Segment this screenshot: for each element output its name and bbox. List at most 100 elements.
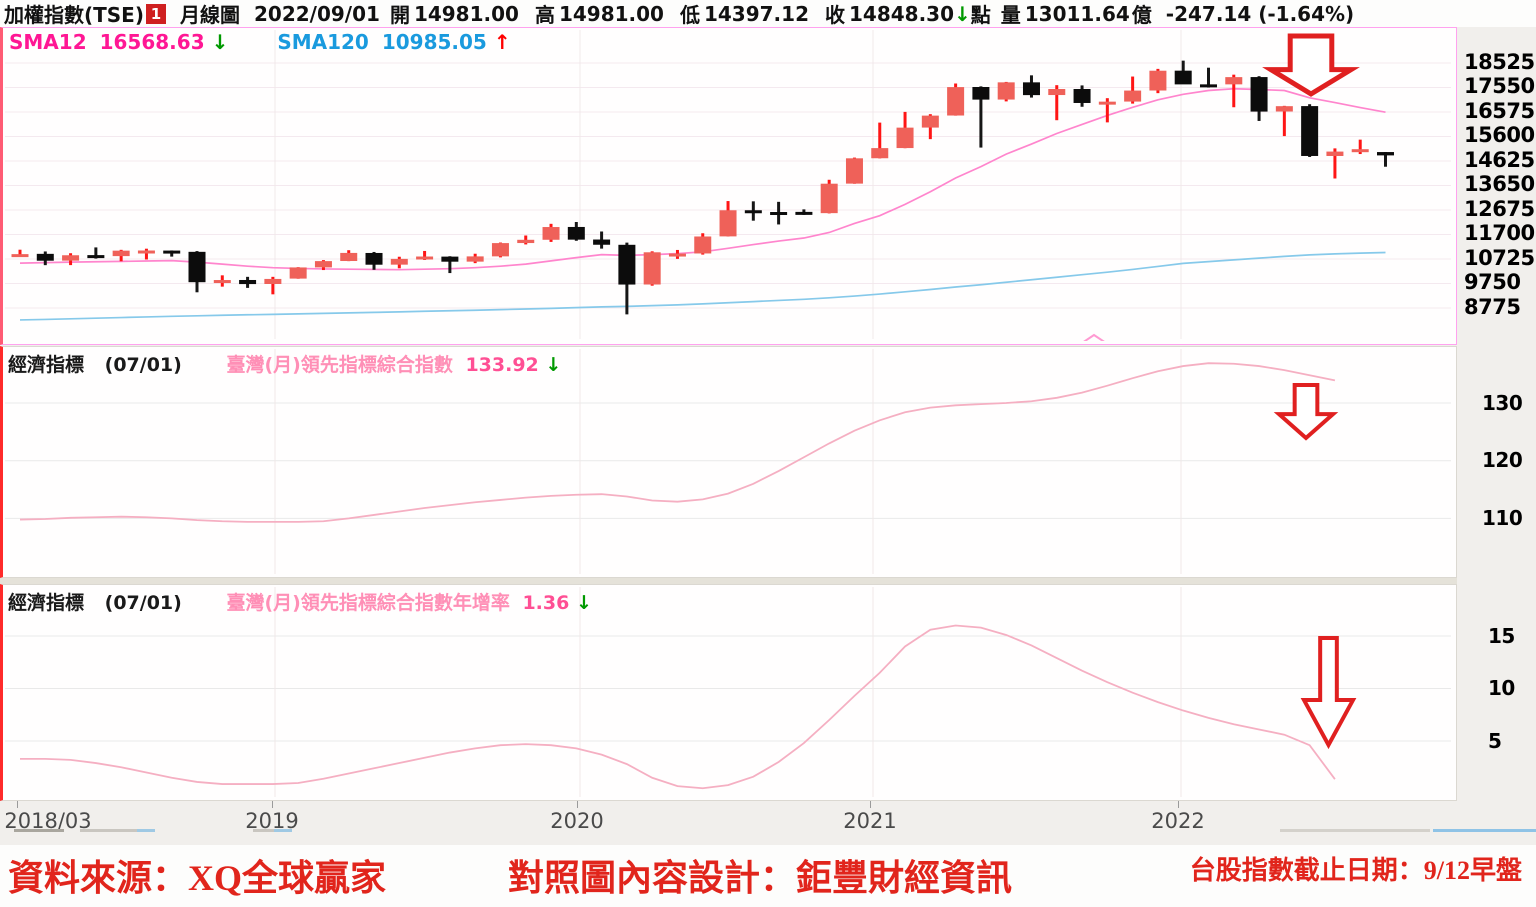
candle-2020/08 — [744, 201, 762, 221]
econ-title[interactable]: 經濟指標 — [8, 592, 85, 614]
axis-tick-label: 110 — [1482, 506, 1523, 530]
econ1-down-arrow-icon: ↓ — [545, 354, 562, 376]
panel-separator — [0, 578, 1457, 584]
data-source-credit: 資料來源：XQ全球贏家 — [8, 858, 387, 898]
candle-2019/03 — [314, 260, 332, 271]
candle-2018/03 — [11, 249, 29, 258]
yoy-growth-panel[interactable]: 經濟指標 (07/01) 臺灣(月)領先指標綜合指數年增率 1.36 ↓ — [0, 584, 1457, 801]
time-axis-label: 2020 — [550, 809, 604, 833]
sma120-value: 10985.05 — [381, 30, 487, 54]
close-label: 收 — [824, 3, 845, 27]
indicator-line — [20, 624, 1336, 790]
candle-2021/10 — [1098, 98, 1116, 123]
candle-2022/02 — [1199, 67, 1217, 88]
time-axis-label: 2022 — [1151, 809, 1205, 833]
leading-index-chart-canvas[interactable] — [3, 347, 1453, 576]
econ-series-name[interactable]: 臺灣(月)領先指標綜合指數 — [226, 354, 453, 376]
candle-2022/01 — [1174, 60, 1192, 85]
candle-2020/03 — [618, 242, 636, 315]
quote-date: 2022/09/01 — [254, 1, 380, 26]
candle-2020/02 — [593, 231, 611, 249]
candle-2018/09 — [163, 250, 181, 257]
axis-tick-label: 120 — [1482, 448, 1523, 473]
sma12-value: 16568.63 — [99, 30, 205, 54]
sma-legend: SMA12 16568.63 ↓ SMA120 10985.05 ↑ — [9, 30, 511, 54]
cutoff-date-note: 台股指數截止日期：9/12早盤 — [1189, 856, 1522, 885]
symbol-name[interactable]: 加權指數(TSE) — [4, 3, 144, 27]
candle-2019/12 — [542, 223, 560, 242]
candle-2021/11 — [1124, 76, 1142, 104]
time-axis[interactable]: 2018/03 2019 2020 2021 2022 — [0, 801, 1536, 845]
chart-number-badge[interactable]: 1 — [146, 3, 166, 24]
candle-2022/03 — [1225, 74, 1243, 108]
candle-2021/09 — [1073, 85, 1091, 107]
candle-2019/11 — [517, 235, 535, 245]
axis-tick-label: 10 — [1488, 676, 1515, 701]
time-axis-label: 2021 — [843, 809, 897, 833]
axis-tick-label: 13650 — [1464, 172, 1535, 197]
high-value: 14981.00 — [558, 1, 664, 26]
period-label[interactable]: 月線圖 — [180, 3, 240, 27]
axis-tick-label: 8775 — [1464, 294, 1521, 319]
candle-2021/05 — [972, 86, 990, 148]
candle-2020/05 — [668, 249, 686, 259]
candle-2018/10 — [188, 251, 206, 293]
candle-2022/08 — [1351, 139, 1369, 155]
open-label: 開 — [389, 3, 410, 27]
candle-2018/07 — [112, 249, 130, 262]
econ-series-name[interactable]: 臺灣(月)領先指標綜合指數年增率 — [226, 592, 510, 614]
footer: 資料來源：XQ全球贏家 對照圖內容設計：鉅豐財經資訊 台股指數截止日期：9/12… — [0, 845, 1536, 907]
axis-tick-label: 18525 — [1464, 49, 1535, 74]
candle-2018/12 — [239, 276, 257, 288]
yoy-growth-chart-canvas[interactable] — [3, 585, 1453, 799]
sma12-label[interactable]: SMA12 — [9, 30, 87, 54]
candle-2020/10 — [795, 209, 813, 215]
candle-2021/06 — [997, 81, 1015, 102]
down-arrow-annotation — [1300, 636, 1357, 750]
scrollbar-thumb[interactable] — [1433, 829, 1536, 832]
scrollbar-track-segment — [253, 829, 274, 832]
high-label: 高 — [534, 3, 555, 27]
candle-2022/05 — [1275, 105, 1293, 137]
candle-2018/11 — [213, 275, 231, 287]
scrollbar-thumb[interactable] — [137, 829, 155, 832]
candle-2021/07 — [1022, 75, 1040, 98]
candle-2019/01 — [264, 276, 282, 295]
yoy-growth-header: 經濟指標 (07/01) 臺灣(月)領先指標綜合指數年增率 1.36 ↓ — [8, 588, 592, 615]
candle-2022/09 — [1376, 152, 1394, 167]
leading-index-panel[interactable]: 經濟指標 (07/01) 臺灣(月)領先指標綜合指數 133.92 ↓ — [0, 346, 1457, 578]
time-axis-tick — [577, 801, 578, 808]
candle-2019/04 — [340, 250, 358, 262]
candle-2021/04 — [947, 83, 965, 116]
sma120-up-arrow-icon: ↑ — [493, 30, 511, 54]
candle-2020/12 — [845, 157, 863, 184]
candle-2020/09 — [770, 201, 788, 225]
candlestick-chart-canvas[interactable] — [3, 28, 1453, 341]
volume-label: 量 — [1000, 3, 1021, 27]
axis-tick-label: 15 — [1488, 623, 1515, 648]
candle-2019/07 — [416, 250, 434, 261]
axis-underline-mark — [14, 829, 64, 832]
down-arrow-annotation — [1262, 33, 1360, 97]
axis-tick-label: 11700 — [1464, 221, 1535, 246]
close-down-arrow-icon: ↓ — [954, 1, 971, 26]
axis-tick-label: 17550 — [1464, 74, 1535, 99]
sma120-label[interactable]: SMA120 — [277, 30, 369, 54]
indicator-line — [19, 362, 1336, 523]
time-axis-tick — [1178, 801, 1179, 808]
axis-tick-label: 14625 — [1464, 147, 1535, 172]
candle-2020/06 — [694, 233, 712, 255]
econ-title[interactable]: 經濟指標 — [8, 354, 85, 376]
volume-unit: 億 — [1131, 3, 1152, 27]
scrollbar-thumb[interactable] — [274, 829, 292, 832]
axis-tick-label: 15600 — [1464, 123, 1535, 148]
axis-tick-label: 10725 — [1464, 245, 1535, 270]
sma12-down-arrow-icon: ↓ — [211, 30, 229, 54]
design-credit: 對照圖內容設計：鉅豐財經資訊 — [508, 858, 1013, 898]
main-chart-panel[interactable]: SMA12 16568.63 ↓ SMA120 10985.05 ↑ — [0, 27, 1457, 345]
scrollbar-track-segment — [80, 829, 137, 832]
close-value: 14848.30 — [848, 1, 954, 26]
open-value: 14981.00 — [413, 1, 519, 26]
axis-tick-label: 12675 — [1464, 196, 1535, 221]
econ-date: (07/01) — [104, 354, 182, 376]
